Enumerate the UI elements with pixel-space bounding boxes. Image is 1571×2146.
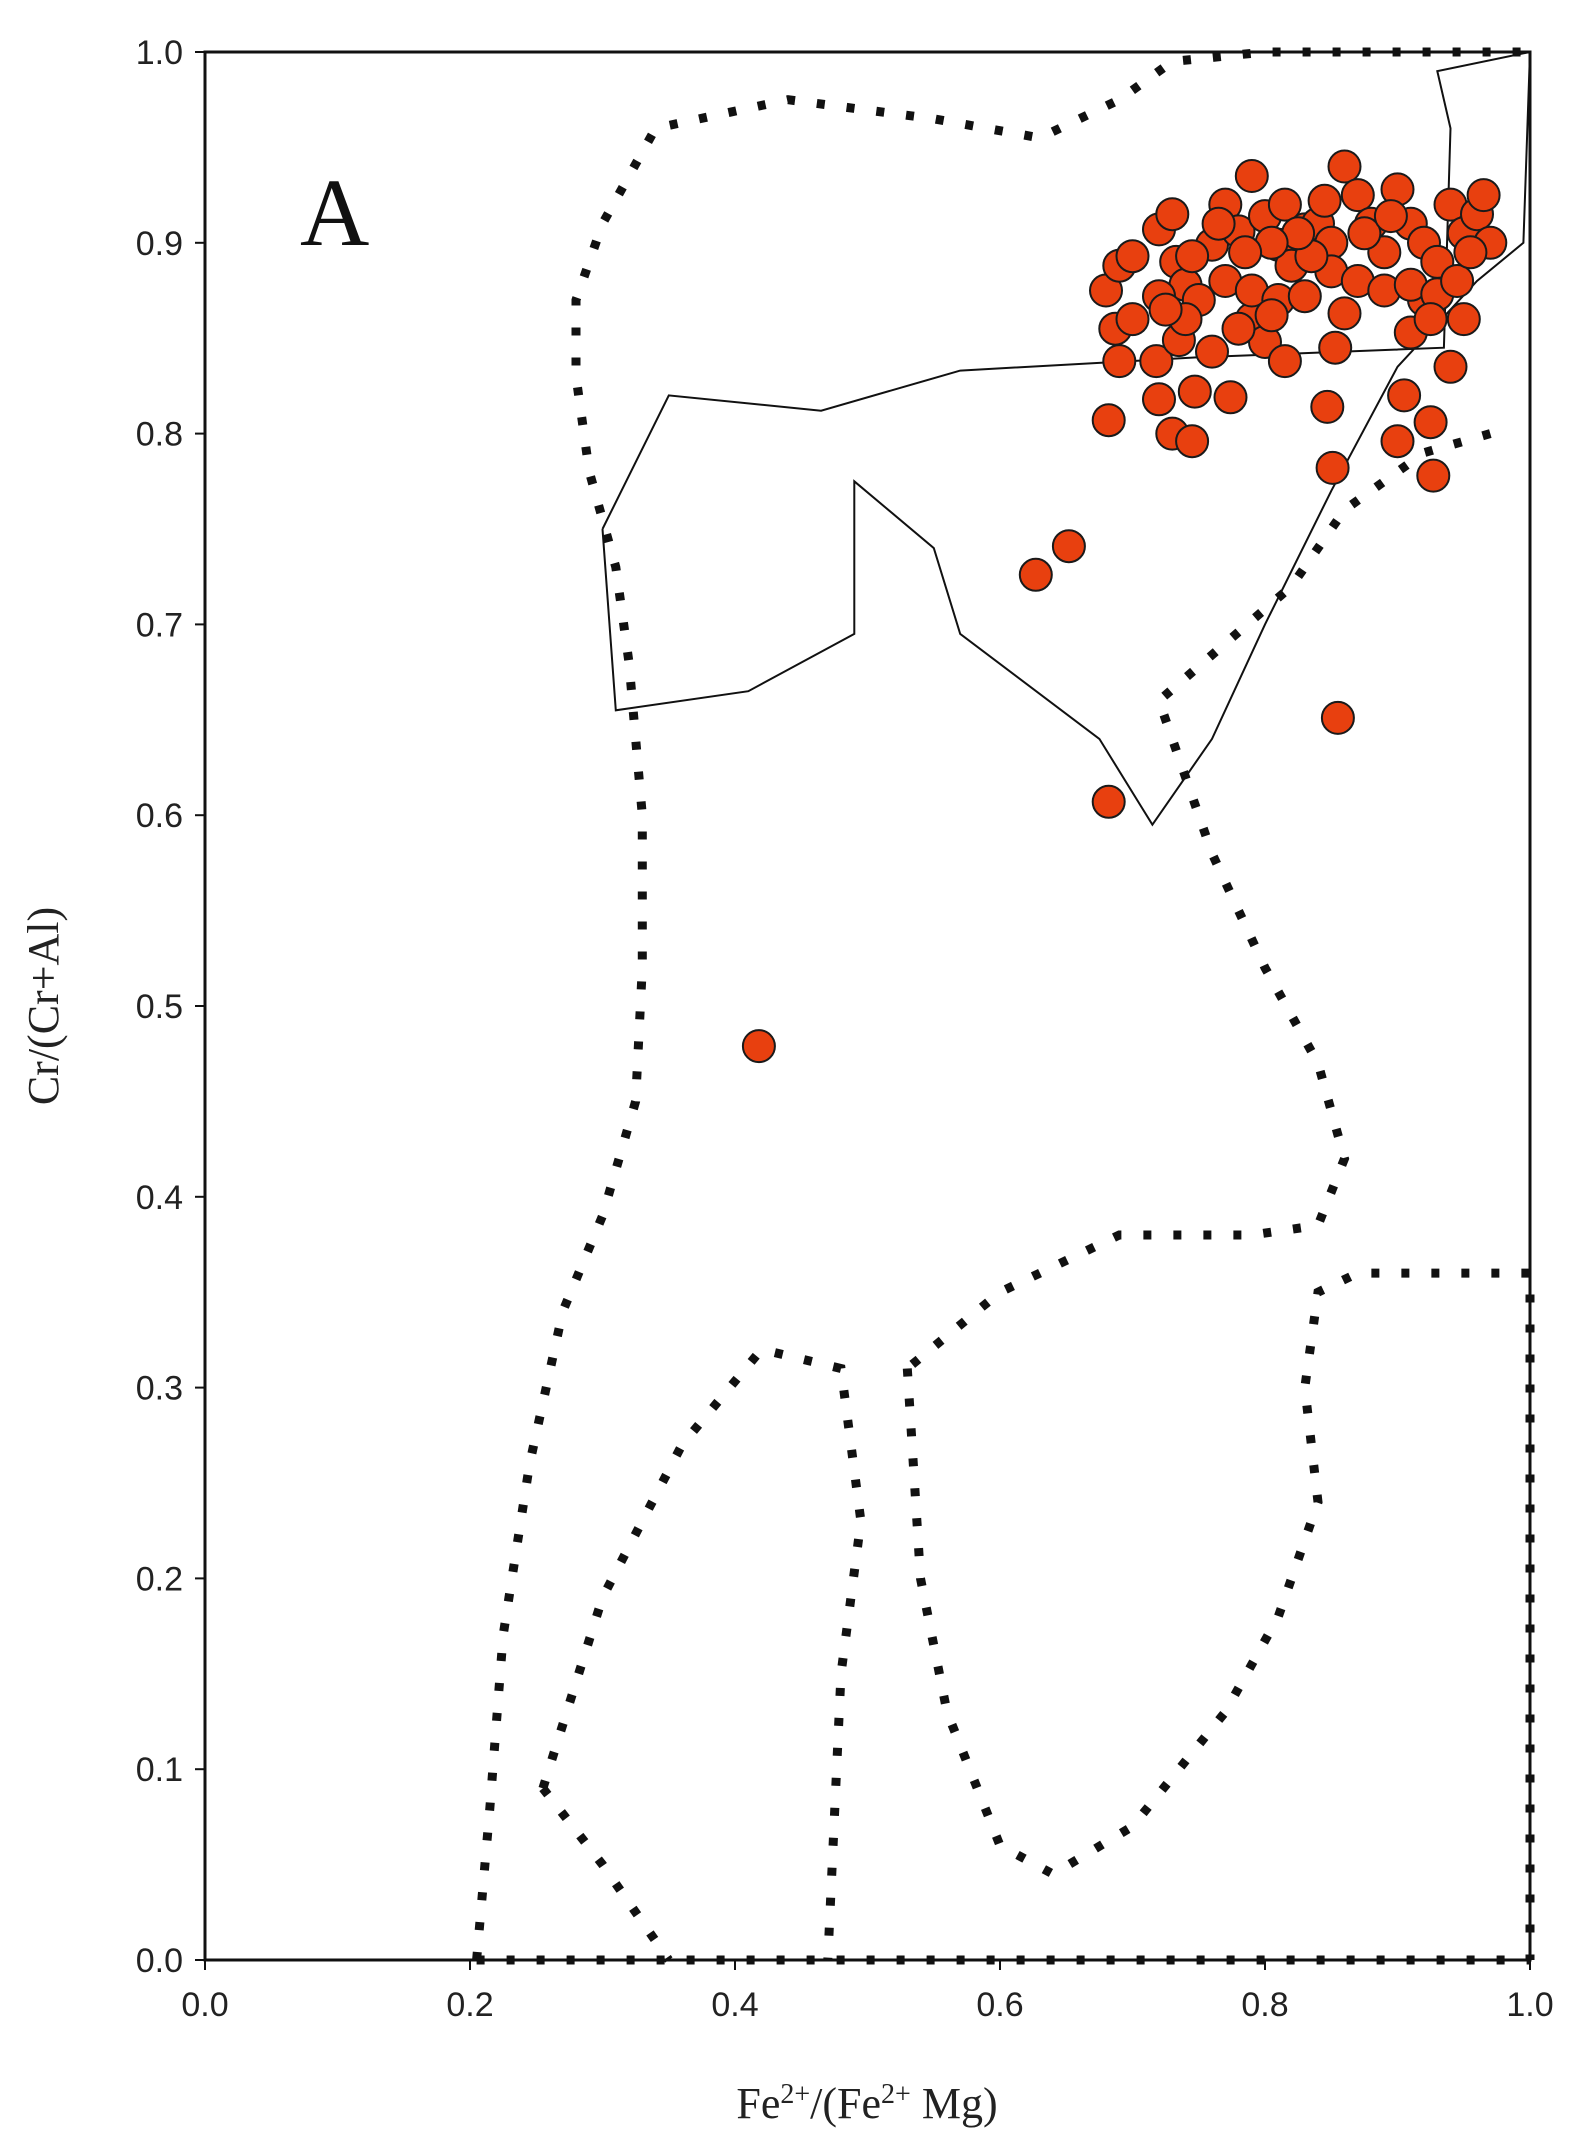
data-point <box>1195 334 1229 369</box>
y-tick-label: 0.1 <box>136 1751 183 1789</box>
data-point <box>1416 458 1451 493</box>
data-point <box>1440 264 1475 298</box>
dotted-field-boundary-4 <box>539 1785 673 1963</box>
y-tick-label: 0.8 <box>136 416 183 454</box>
dotted-field-boundary-0 <box>472 47 1530 1961</box>
data-point <box>1177 374 1212 409</box>
data-point <box>1115 239 1150 274</box>
data-point <box>1340 178 1375 213</box>
data-point <box>1213 380 1248 415</box>
data-point <box>1413 405 1448 440</box>
data-point <box>1254 298 1289 333</box>
panel-label: A <box>300 159 369 266</box>
data-point <box>1139 344 1174 379</box>
x-axis: 0.0 0.2 0.4 0.6 0.8 1.0 <box>181 1960 1554 2024</box>
data-point <box>1155 197 1190 232</box>
data-point <box>1310 389 1345 424</box>
y-tick-label: 0.3 <box>136 1370 183 1408</box>
y-tick-label: 0.0 <box>136 1942 183 1980</box>
data-point <box>741 1029 776 1064</box>
data-point <box>1413 302 1448 337</box>
y-tick-label: 1.0 <box>136 34 183 72</box>
x-tick-label: 0.6 <box>976 1986 1023 2024</box>
y-axis: 0.0 0.1 0.2 0.3 0.4 0.5 0.6 0.7 0.8 0.9 1.0 <box>136 34 205 1980</box>
data-point <box>1267 187 1302 222</box>
data-point <box>1466 178 1501 213</box>
data-point <box>1051 529 1086 564</box>
y-tick-label: 0.2 <box>136 1560 183 1598</box>
plot-area <box>203 50 1532 1962</box>
dotted-field-boundary-2 <box>902 1268 1535 1960</box>
data-points <box>741 149 1508 1064</box>
data-point <box>1347 216 1382 251</box>
x-tick-label: 0.2 <box>446 1986 493 2024</box>
data-point <box>1228 235 1263 270</box>
x-tick-label: 0.0 <box>181 1986 228 2024</box>
data-point <box>1148 292 1183 327</box>
data-point <box>1320 700 1355 735</box>
data-point <box>1234 159 1269 193</box>
data-point <box>1387 378 1422 413</box>
data-point <box>1267 344 1302 379</box>
y-tick-label: 0.4 <box>136 1179 183 1217</box>
data-point <box>1307 183 1342 218</box>
data-point <box>1018 557 1053 592</box>
data-point <box>1091 784 1126 819</box>
data-point <box>1175 424 1210 459</box>
data-point <box>1318 330 1353 365</box>
data-point <box>1201 206 1236 241</box>
data-point <box>1327 149 1362 184</box>
data-point <box>1142 382 1176 417</box>
data-point <box>1327 296 1362 331</box>
y-axis-label: Cr/(Cr+Al) <box>19 907 68 1105</box>
data-point <box>1102 344 1137 379</box>
y-tick-label: 0.5 <box>136 988 183 1026</box>
x-tick-label: 0.8 <box>1241 1986 1288 2024</box>
y-tick-label: 0.9 <box>136 225 183 263</box>
x-axis-label: Fe2+/(Fe2+ Mg) <box>736 2079 997 2129</box>
data-point <box>1433 349 1468 384</box>
data-point <box>1380 424 1415 459</box>
data-point <box>1091 403 1126 438</box>
data-point <box>1315 450 1350 485</box>
data-point <box>1287 279 1322 314</box>
dotted-field-boundary-1 <box>904 429 1492 1372</box>
data-point <box>1446 302 1481 337</box>
data-point <box>1373 199 1408 234</box>
data-point <box>1115 302 1150 337</box>
y-tick-label: 0.6 <box>136 797 183 835</box>
data-point <box>1175 239 1210 274</box>
x-tick-label: 0.4 <box>711 1986 758 2024</box>
data-point <box>1221 311 1256 346</box>
data-point <box>1453 235 1488 270</box>
y-tick-label: 0.7 <box>136 606 183 644</box>
x-tick-label: 1.0 <box>1506 1986 1553 2024</box>
